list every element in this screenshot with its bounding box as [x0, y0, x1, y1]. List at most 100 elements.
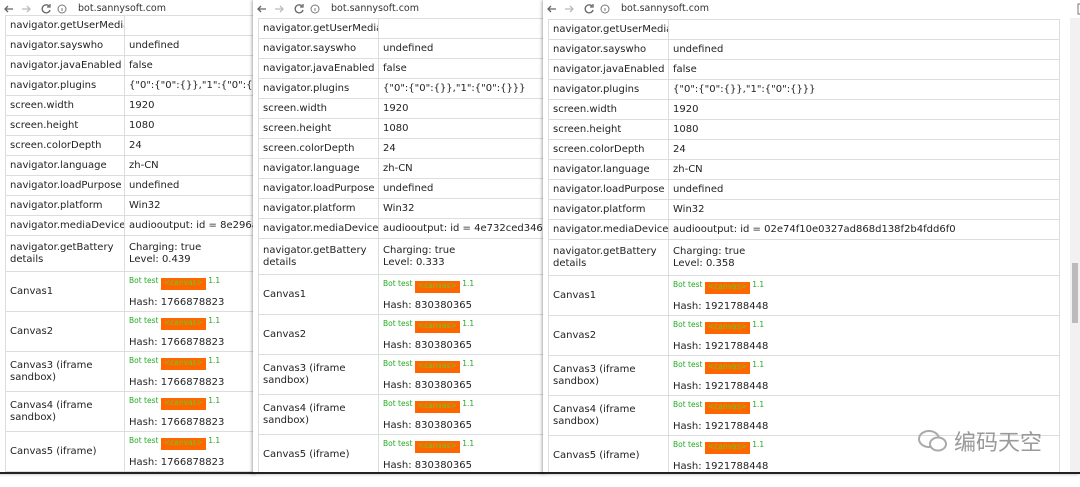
canvas-text: 1.1: [462, 318, 475, 328]
row-value: 1080: [378, 118, 545, 139]
browser-window: bot.sannysoft.com navigator.getUserMedia n…: [543, 0, 1080, 474]
table-row: navigator.getUserMedia: [5, 15, 256, 36]
table-row: navigator.sayswho undefined: [5, 35, 256, 56]
table-row: Canvas5 (iframe) Bot test <canvas> 1.1 Has…: [258, 434, 545, 472]
row-label: screen.height: [548, 119, 669, 140]
row-label: screen.colorDepth: [548, 139, 669, 160]
table-row: Canvas5 (iframe) Bot test <canvas> 1.1 Has…: [548, 435, 1060, 472]
row-label: Canvas2: [258, 314, 379, 355]
canvas-image: Bot test <canvas> 1.1: [383, 318, 545, 336]
row-value: Bot test <canvas> 1.1 Hash: 1766878823: [124, 431, 256, 472]
row-value: undefined: [668, 179, 1060, 200]
canvas-hash: Hash: 830380365: [383, 419, 473, 431]
row-value: Bot test <canvas> 1.1 Hash: 830380365: [378, 314, 545, 355]
table-row: navigator.plugins {"0":{"0":{}},"1":{"0":…: [258, 78, 545, 99]
row-label: Canvas1: [548, 275, 669, 316]
table-row: screen.width 1920: [5, 95, 256, 116]
row-value: Charging: true Level: 0.439: [124, 235, 256, 272]
row-value: false: [668, 59, 1060, 80]
canvas-hash: Hash: 830380365: [383, 459, 473, 471]
table-row: navigator.mediaDevices audiooutput: id = …: [548, 219, 1060, 240]
canvas-text: 1.1: [462, 358, 475, 368]
canvas-hash: Hash: 1921788448: [673, 380, 769, 392]
url: bot.sannysoft.com: [621, 3, 709, 14]
row-label: Canvas3 (iframe sandbox): [548, 355, 669, 396]
canvas-text: 1.1: [208, 435, 221, 445]
table-row: navigator.language zh-CN: [258, 158, 545, 179]
canvas-text: Bot test: [383, 318, 413, 328]
canvas-image: Bot test <canvas> 1.1: [383, 358, 545, 376]
row-value: 24: [668, 139, 1060, 160]
row-value: Bot test <canvas> 1.1 Hash: 830380365: [378, 434, 545, 472]
canvas-image: Bot test <canvas> 1.1: [129, 435, 256, 453]
table-row: Canvas1 Bot test <canvas> 1.1 Hash: 192178…: [548, 275, 1060, 316]
wechat-icon: [918, 430, 947, 452]
row-label: navigator.getUserMedia: [5, 15, 125, 36]
table-row: Canvas5 (iframe) Bot test <canvas> 1.1 Has…: [5, 431, 256, 472]
canvas-hash: Hash: 830380365: [383, 339, 473, 351]
row-value: Win32: [124, 195, 256, 216]
row-value: Bot test <canvas> 1.1 Hash: 1921788448: [668, 355, 1060, 396]
row-value: zh-CN: [668, 159, 1060, 180]
table-row: Canvas3 (iframe sandbox) Bot test <canvas…: [548, 355, 1060, 396]
row-label: navigator.javaEnabled: [548, 59, 669, 80]
canvas-box: <canvas>: [414, 440, 460, 453]
row-label: navigator.plugins: [548, 79, 669, 100]
canvas-box: <canvas>: [414, 400, 460, 413]
battery-line: Charging: true: [383, 244, 456, 256]
canvas-image: Bot test <canvas> 1.1: [129, 355, 256, 373]
canvas-hash: Hash: 830380365: [383, 379, 473, 391]
scrollbar: [1070, 18, 1080, 472]
table-row: navigator.platform Win32: [258, 198, 545, 219]
row-label: navigator.loadPurpose: [5, 175, 125, 196]
canvas-text: Bot test: [383, 358, 413, 368]
table-row: screen.colorDepth 24: [5, 135, 256, 156]
table-row: navigator.platform Win32: [548, 199, 1060, 220]
row-label: navigator.getBattery details: [5, 235, 125, 272]
row-value: undefined: [668, 39, 1060, 60]
row-value: 1920: [378, 98, 545, 119]
table-row: navigator.getUserMedia: [548, 19, 1060, 40]
row-value: 24: [378, 138, 545, 159]
row-value: 1080: [668, 119, 1060, 140]
table-row: navigator.mediaDevices audiooutput: id = …: [258, 218, 545, 239]
row-value: Bot test <canvas> 1.1 Hash: 1921788448: [668, 435, 1060, 472]
row-value: Bot test <canvas> 1.1 Hash: 830380365: [378, 274, 545, 315]
row-value: undefined: [124, 175, 256, 196]
table-row: Canvas3 (iframe sandbox) Bot test <canvas…: [5, 351, 256, 392]
canvas-text: 1.1: [752, 399, 765, 409]
row-label: Canvas3 (iframe sandbox): [5, 351, 125, 392]
canvas-text: Bot test: [383, 398, 413, 408]
row-value: zh-CN: [378, 158, 545, 179]
row-value: 24: [124, 135, 256, 156]
address-bar: bot.sannysoft.com: [253, 0, 545, 18]
table-row: screen.colorDepth 24: [258, 138, 545, 159]
canvas-text: Bot test: [673, 399, 703, 409]
row-label: navigator.getUserMedia: [548, 19, 669, 40]
canvas-image: Bot test <canvas> 1.1: [129, 315, 256, 333]
battery-line: Level: 0.333: [383, 256, 445, 268]
table-row: navigator.javaEnabled false: [258, 58, 545, 79]
canvas-text: 1.1: [462, 438, 475, 448]
table-row: screen.height 1080: [5, 115, 256, 136]
table-row: navigator.loadPurpose undefined: [258, 178, 545, 199]
table-row: navigator.sayswho undefined: [258, 38, 545, 59]
data-table: navigator.getUserMedia navigator.sayswho u…: [548, 19, 1060, 472]
row-label: navigator.sayswho: [5, 35, 125, 56]
row-label: screen.colorDepth: [5, 135, 125, 156]
table-row: navigator.loadPurpose undefined: [5, 175, 256, 196]
canvas-box: <canvas>: [160, 437, 206, 450]
row-label: Canvas1: [5, 271, 125, 312]
row-label: screen.width: [258, 98, 379, 119]
row-value: Bot test <canvas> 1.1 Hash: 1766878823: [124, 351, 256, 392]
row-label: Canvas2: [5, 311, 125, 352]
canvas-text: 1.1: [462, 398, 475, 408]
row-value: Bot test <canvas> 1.1 Hash: 830380365: [378, 354, 545, 395]
canvas-box: <canvas>: [160, 397, 206, 410]
row-label: Canvas4 (iframe sandbox): [258, 394, 379, 435]
row-label: Canvas3 (iframe sandbox): [258, 354, 379, 395]
table-row: navigator.javaEnabled false: [5, 55, 256, 76]
row-label: screen.height: [5, 115, 125, 136]
table-row: navigator.plugins {"0":{"0":{}},"1":{"0":…: [548, 79, 1060, 100]
row-label: navigator.loadPurpose: [258, 178, 379, 199]
